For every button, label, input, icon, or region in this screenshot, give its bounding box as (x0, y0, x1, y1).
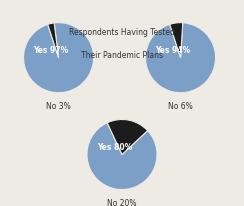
Text: Yes 94%: Yes 94% (156, 46, 191, 55)
Wedge shape (48, 23, 59, 58)
Text: No 6%: No 6% (168, 102, 193, 111)
Text: Their Pandemic Plans: Their Pandemic Plans (81, 51, 163, 60)
Text: No 3%: No 3% (46, 102, 71, 111)
Wedge shape (23, 23, 94, 93)
Text: No 20%: No 20% (107, 199, 137, 206)
Wedge shape (145, 23, 216, 93)
Text: Respondents Having Tested: Respondents Having Tested (69, 28, 175, 37)
Wedge shape (87, 123, 157, 190)
Text: Yes 97%: Yes 97% (33, 46, 69, 55)
Wedge shape (170, 23, 183, 58)
Text: Yes 80%: Yes 80% (97, 143, 132, 152)
Wedge shape (107, 119, 148, 154)
